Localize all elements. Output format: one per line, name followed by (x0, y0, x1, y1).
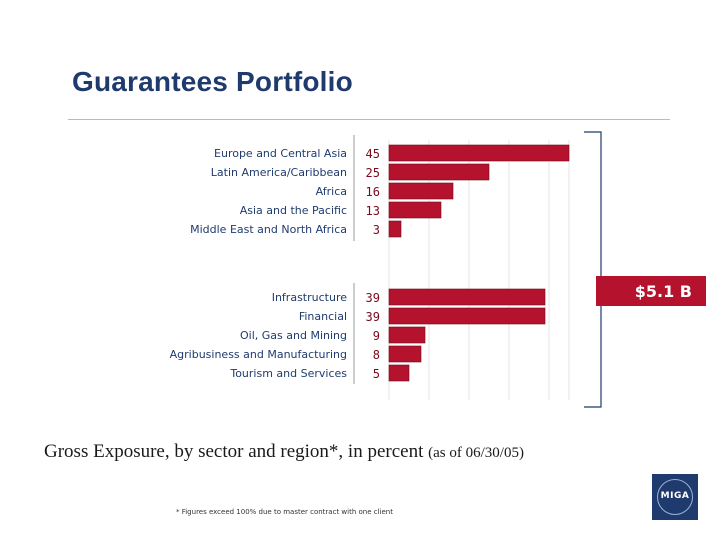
value-label: 45 (366, 147, 380, 161)
bar-sector-3 (388, 345, 422, 363)
page-title: Guarantees Portfolio (72, 66, 353, 97)
total-exposure-label: $5.1 B (596, 276, 706, 306)
category-label: Tourism and Services (229, 367, 347, 380)
category-label: Oil, Gas and Mining (240, 329, 347, 342)
value-label: 39 (366, 291, 380, 305)
category-label: Africa (316, 185, 347, 198)
bar-region-4 (388, 220, 402, 238)
bar-region-1 (388, 163, 490, 181)
bar-sector-4 (388, 364, 410, 382)
category-label: Agribusiness and Manufacturing (170, 348, 347, 361)
caption-date: (as of 06/30/05) (428, 445, 524, 461)
logo-text: MIGA (660, 491, 690, 501)
bar-region-3 (388, 201, 442, 219)
bar-region-0 (388, 144, 570, 162)
bar-sector-0 (388, 288, 546, 306)
bar-region-2 (388, 182, 454, 200)
bar-sector-1 (388, 307, 546, 325)
chart-bars (388, 144, 570, 382)
value-label: 3 (373, 223, 380, 237)
value-label: 13 (366, 204, 380, 218)
category-label: Latin America/Caribbean (211, 166, 347, 179)
value-label: 25 (366, 166, 380, 180)
total-bracket (584, 131, 602, 408)
chart-caption: Gross Exposure, by sector and region*, i… (44, 441, 524, 463)
value-label: 9 (373, 329, 380, 343)
category-label: Europe and Central Asia (214, 147, 347, 160)
category-label: Infrastructure (272, 291, 348, 304)
category-label: Asia and the Pacific (240, 204, 347, 217)
logo-globe-icon (657, 479, 693, 515)
category-label: Middle East and North Africa (190, 223, 347, 236)
value-label: 16 (366, 185, 380, 199)
title-rule (68, 119, 670, 120)
footnote: * Figures exceed 100% due to master cont… (176, 508, 393, 516)
bar-sector-2 (388, 326, 426, 344)
caption-main: Gross Exposure, by sector and region*, i… (44, 441, 424, 462)
chart-labels: Europe and Central Asia 45 Latin America/C… (170, 147, 380, 381)
category-label: Financial (299, 310, 347, 323)
miga-logo: MIGA (652, 474, 698, 520)
value-label: 39 (366, 310, 380, 324)
value-label: 5 (373, 367, 380, 381)
value-label: 8 (373, 348, 380, 362)
